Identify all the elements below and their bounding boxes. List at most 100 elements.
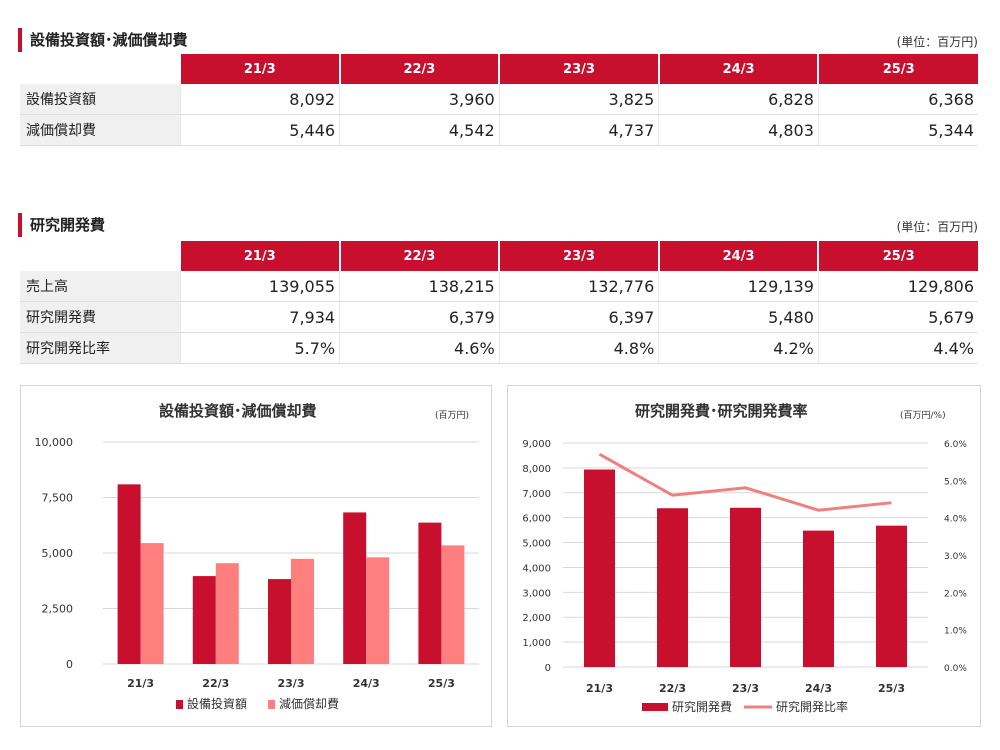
- table-cell: 138,215: [339, 271, 500, 302]
- table-cell: 139,055: [179, 271, 340, 302]
- rd-header-cell: 23/3: [498, 241, 659, 271]
- bar-depreciation: [366, 557, 390, 664]
- bar-capex: [117, 484, 141, 664]
- rd-table: 21/3 22/3 23/3 24/3 25/3 売上高 139,055 138…: [20, 241, 978, 364]
- rd-chart-title: 研究開発費･研究開発費率: [635, 402, 808, 420]
- table-cell: 6,828: [658, 84, 819, 115]
- row-label: 設備投資額: [20, 84, 180, 115]
- line-rd-ratio: [598, 452, 892, 512]
- y-tick-label: 5,000: [42, 547, 74, 560]
- table-cell: 4.4%: [817, 332, 978, 364]
- legend-swatch: [268, 700, 275, 709]
- y-tick-label: 8,000: [522, 464, 551, 475]
- table-cell: 4.8%: [498, 332, 659, 364]
- y-tick-label: 6,000: [522, 514, 551, 525]
- table-cell: 5,679: [817, 301, 978, 333]
- x-tick-label: 25/3: [428, 677, 455, 690]
- table-cell: 4,803: [658, 114, 819, 146]
- table-row: 研究開発費 7,934 6,379 6,397 5,480 5,679: [20, 301, 978, 333]
- table-cell: 4.6%: [339, 332, 500, 364]
- bar-capex: [192, 576, 216, 664]
- rd-header-cell: 25/3: [817, 241, 978, 271]
- legend-label: 研究開発比率: [776, 699, 848, 714]
- bar-depreciation: [140, 543, 164, 664]
- y-tick-label: 0: [545, 663, 551, 674]
- capex-header-cell: 22/3: [338, 54, 500, 84]
- capex-table: 21/3 22/3 23/3 24/3 25/3 設備投資額 8,092 3,9…: [20, 54, 978, 146]
- rd-chart-unit: (百万円/%): [900, 411, 946, 421]
- y2-tick-label: 0.0%: [944, 664, 967, 674]
- rd-header-cell: 24/3: [657, 241, 819, 271]
- table-cell: 6,379: [339, 301, 500, 333]
- capex-chart-unit: (百万円): [435, 411, 470, 421]
- legend-label: 設備投資額: [187, 696, 247, 711]
- y2-tick-label: 4.0%: [944, 515, 967, 525]
- x-tick-label: 21/3: [586, 682, 613, 695]
- table-cell: 5,344: [817, 114, 978, 146]
- bar-rd-expense: [730, 507, 761, 667]
- table-cell: 8,092: [179, 84, 340, 115]
- bar-rd-expense: [803, 530, 834, 667]
- x-tick-label: 21/3: [127, 677, 154, 690]
- capex-chart-title: 設備投資額･減価償却費: [159, 402, 317, 420]
- capex-header-cell: 24/3: [657, 54, 819, 84]
- y-tick-label: 1,000: [522, 638, 551, 649]
- table-cell: 6,397: [498, 301, 659, 333]
- legend-label: 減価償却費: [279, 696, 339, 711]
- bar-depreciation: [291, 558, 314, 664]
- bar-capex: [418, 522, 442, 664]
- y2-tick-label: 2.0%: [944, 589, 967, 599]
- y-tick-label: 5,000: [522, 539, 551, 550]
- table-cell: 7,934: [179, 301, 340, 333]
- bar-rd-expense: [876, 525, 907, 667]
- table-cell: 129,806: [817, 271, 978, 302]
- rd-header-cell: 21/3: [179, 241, 340, 271]
- x-tick-label: 25/3: [878, 682, 905, 695]
- x-tick-label: 22/3: [659, 682, 686, 695]
- legend-swatch: [176, 700, 183, 709]
- table-cell: 4.2%: [658, 332, 819, 364]
- x-tick-label: 23/3: [278, 677, 305, 690]
- y-tick-label: 7,500: [42, 492, 74, 505]
- table-row: 売上高 139,055 138,215 132,776 129,139 129,…: [20, 271, 978, 302]
- capex-chart-panel: 設備投資額･減価償却費 (百万円) 0 2,500 5,000 7,500 10,000…: [20, 385, 492, 727]
- rd-unit-label: (単位：百万円): [896, 220, 978, 234]
- x-tick-label: 22/3: [202, 677, 229, 690]
- capex-header-cell: 21/3: [179, 54, 340, 84]
- x-tick-label: 24/3: [353, 677, 380, 690]
- y-tick-label: 4,000: [522, 563, 551, 574]
- capex-header-cell: 25/3: [817, 54, 978, 84]
- y-tick-label: 9,000: [522, 439, 551, 450]
- y-tick-label: 2,500: [42, 603, 74, 616]
- table-cell: 5.7%: [179, 332, 340, 364]
- capex-unit-label: (単位：百万円): [896, 35, 978, 49]
- table-cell: 132,776: [498, 271, 659, 302]
- table-row: 設備投資額 8,092 3,960 3,825 6,828 6,368: [20, 84, 978, 115]
- table-cell: 4,542: [339, 114, 500, 146]
- x-tick-label: 24/3: [805, 682, 832, 695]
- y2-tick-label: 6.0%: [944, 440, 967, 450]
- capex-section-title: 設備投資額･減価償却費: [18, 28, 188, 52]
- y-tick-label: 10,000: [35, 436, 74, 449]
- table-cell: 5,480: [658, 301, 819, 333]
- x-tick-label: 23/3: [732, 682, 759, 695]
- legend-label: 研究開発費: [672, 699, 732, 714]
- bar-depreciation: [215, 563, 239, 664]
- y2-tick-label: 3.0%: [944, 552, 967, 562]
- bar-depreciation: [441, 545, 465, 664]
- capex-chart-svg: 0 2,500 5,000 7,500 10,000 21/3 22/3 23/3 24/3 25…: [35, 436, 479, 711]
- table-cell: 6,368: [817, 84, 978, 115]
- legend-swatch: [642, 703, 668, 711]
- bar-rd-expense: [584, 469, 615, 667]
- table-cell: 3,825: [498, 84, 659, 115]
- y2-tick-label: 5.0%: [944, 477, 967, 487]
- table-row: 研究開発比率 5.7% 4.6% 4.8% 4.2% 4.4%: [20, 332, 978, 364]
- row-label: 研究開発比率: [20, 332, 180, 364]
- rd-table-header-row: 21/3 22/3 23/3 24/3 25/3: [20, 241, 978, 271]
- bar-capex: [343, 512, 367, 664]
- table-cell: 3,960: [339, 84, 500, 115]
- rd-section-title: 研究開発費: [18, 213, 105, 237]
- table-cell: 4,737: [498, 114, 659, 146]
- rd-header-cell: 22/3: [338, 241, 500, 271]
- bar-rd-expense: [657, 508, 688, 667]
